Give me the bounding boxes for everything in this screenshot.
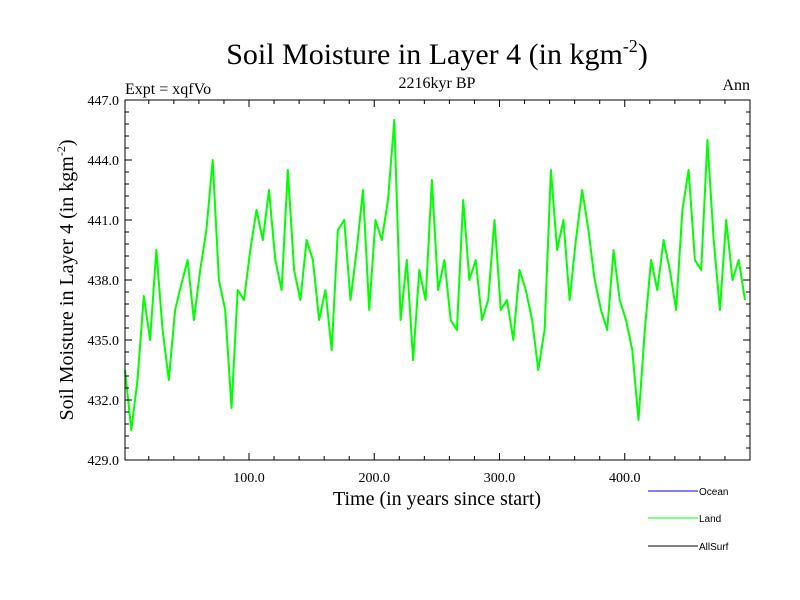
- legend-ocean-label: Ocean: [699, 487, 728, 498]
- y-axis: 429.0 432.0 435.0 438.0 441.0 444.0 447.0: [88, 94, 750, 469]
- legend-item-land: Land: [648, 514, 721, 525]
- series-line-land: [124, 119, 746, 431]
- legend-item-ocean: Ocean: [648, 487, 728, 498]
- plot-area: 100.0 200.0 300.0 400.0 429.0 432.0 435.0 438.…: [88, 94, 751, 486]
- chart-title: Soil Moisture in Layer 4 (in kgm-2): [226, 36, 648, 71]
- y-axis-label-close: ): [56, 139, 78, 146]
- x-tick-label: 100.0: [233, 471, 265, 486]
- y-tick-label: 435.0: [88, 334, 120, 349]
- y-tick-label: 444.0: [88, 154, 120, 169]
- season-label: Ann: [722, 77, 750, 94]
- y-tick-label: 438.0: [88, 274, 120, 289]
- x-tick-label: 200.0: [358, 471, 390, 486]
- x-axis: 100.0 200.0 300.0 400.0: [148, 100, 726, 486]
- y-tick-label: 447.0: [88, 94, 120, 109]
- y-axis-label-sup: -2: [54, 146, 68, 156]
- expt-label: Expt = xqfVo: [125, 81, 211, 98]
- y-tick-label: 429.0: [88, 454, 120, 469]
- x-tick-label: 300.0: [484, 471, 516, 486]
- chart-title-sup: -2: [623, 36, 638, 56]
- x-axis-label: Time (in years since start): [333, 488, 541, 510]
- legend-allsurf-label: AllSurf: [699, 542, 729, 553]
- legend-item-allsurf: AllSurf: [648, 542, 729, 553]
- y-axis-label: Soil Moisture in Layer 4 (in kgm-2): [54, 139, 78, 420]
- chart-title-main: Soil Moisture in Layer 4 (in kgm: [226, 38, 623, 71]
- series-layer: [124, 119, 746, 431]
- legend: Ocean Land AllSurf: [648, 487, 729, 553]
- y-tick-label: 441.0: [88, 214, 120, 229]
- chart-subtitle: 2216kyr BP: [399, 75, 476, 92]
- legend-land-label: Land: [699, 514, 721, 525]
- y-axis-label-main: Soil Moisture in Layer 4 (in kgm: [56, 156, 78, 421]
- chart-title-close: ): [638, 38, 648, 71]
- x-tick-label: 400.0: [609, 471, 641, 486]
- y-tick-label: 432.0: [88, 394, 120, 409]
